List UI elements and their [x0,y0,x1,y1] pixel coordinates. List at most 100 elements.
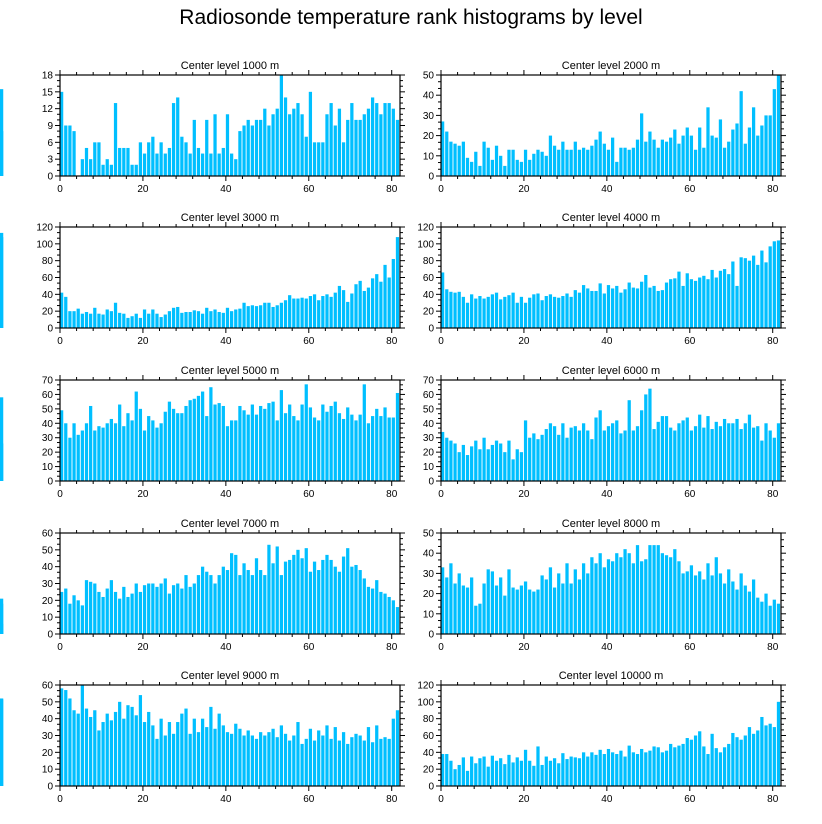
histogram-bar [134,313,138,328]
histogram-bar [346,119,350,176]
histogram-bar [134,164,138,176]
histogram-bar [635,545,640,634]
histogram-bar [221,725,225,786]
histogram-bar [192,718,196,786]
histogram-bar [465,587,470,634]
histogram-bar [598,553,602,634]
histogram-bar [561,753,565,786]
histogram-bar [760,601,764,634]
histogram-bar [217,713,221,786]
histogram-bar [387,277,391,328]
histogram-bar [196,147,201,176]
histogram-bar [122,147,126,176]
histogram-bar [246,306,250,328]
histogram-bar [0,237,4,328]
y-tick-label: 10 [42,765,54,776]
histogram-bar [142,430,147,481]
histogram-bar [346,548,350,634]
histogram-bar [138,142,143,176]
histogram-bar [151,725,155,786]
y-tick-label: 40 [423,419,435,430]
histogram-bar [681,135,685,176]
histogram-bar [283,413,288,481]
histogram-bar [142,585,147,634]
histogram-bar [660,752,665,786]
y-tick-label: 20 [423,589,435,600]
histogram-bar [445,754,449,786]
histogram-bar [80,605,84,634]
histogram-bar [669,137,673,176]
histogram-bar [105,309,109,328]
histogram-bar [735,123,739,176]
histogram-bar [283,300,288,328]
histogram-bar [246,414,250,481]
histogram-bar [159,142,163,176]
histogram-bar [105,713,109,786]
panel-title: Center level 2000 m [562,60,660,72]
histogram-bar [706,416,710,481]
histogram-bar [602,143,606,176]
histogram-bar [180,413,184,481]
histogram-bar [523,149,528,176]
histogram-bar [84,423,89,481]
histogram-bar [68,311,72,328]
histogram-bar [263,302,267,328]
histogram-bar [536,149,540,176]
histogram-bar [346,407,350,481]
histogram-bar [234,309,238,328]
histogram-bar [250,735,254,786]
histogram-bar [267,302,271,328]
histogram-bar [196,732,201,786]
histogram-bar [254,738,259,786]
histogram-bar [474,605,478,634]
x-tick-label: 40 [220,489,232,500]
y-tick-label: 12 [42,104,54,115]
histogram-bar [453,769,457,786]
histogram-bar [540,575,544,634]
histogram-bar [722,147,727,176]
histogram-bar [184,142,188,176]
x-tick-label: 60 [684,642,696,653]
histogram-bar [507,295,511,328]
histogram-bar [507,569,511,634]
histogram-bar [768,115,772,176]
histogram-bar [76,713,80,786]
histogram-bar [97,730,101,786]
histogram-bar [109,720,114,786]
y-tick-label: 9 [47,121,53,132]
histogram-bar [660,139,665,176]
y-tick-label: 70 [42,376,54,387]
histogram-bar [702,427,706,481]
histogram-bar [470,294,474,328]
histogram-bar [557,434,561,481]
histogram-bar [221,566,225,634]
histogram-bar [387,738,391,786]
x-tick-label: 60 [684,336,696,347]
histogram-bar [138,591,143,634]
histogram-bar [354,420,358,481]
histogram-bar [271,563,275,634]
histogram-bar [254,414,259,481]
histogram-bar [586,573,590,634]
histogram-bar [465,157,470,176]
histogram-bar [656,747,660,786]
histogram-bar [358,414,362,481]
histogram-bar [312,142,317,176]
histogram-bar [569,149,573,176]
histogram-bar [366,586,371,634]
histogram-bar [640,410,644,481]
histogram-bar [238,575,242,634]
histogram-bar [606,748,611,786]
histogram-bar [267,732,271,786]
y-tick-label: 18 [42,71,54,82]
histogram-bar [635,288,640,328]
histogram-bar [196,575,201,634]
histogram-bar [354,284,358,328]
x-tick-label: 40 [601,489,613,500]
histogram-bar [685,738,689,786]
histogram-bar [511,149,515,176]
histogram-bar [764,423,768,481]
histogram-bar [552,758,557,786]
histogram-bar [449,291,453,328]
histogram-bar [346,743,350,786]
